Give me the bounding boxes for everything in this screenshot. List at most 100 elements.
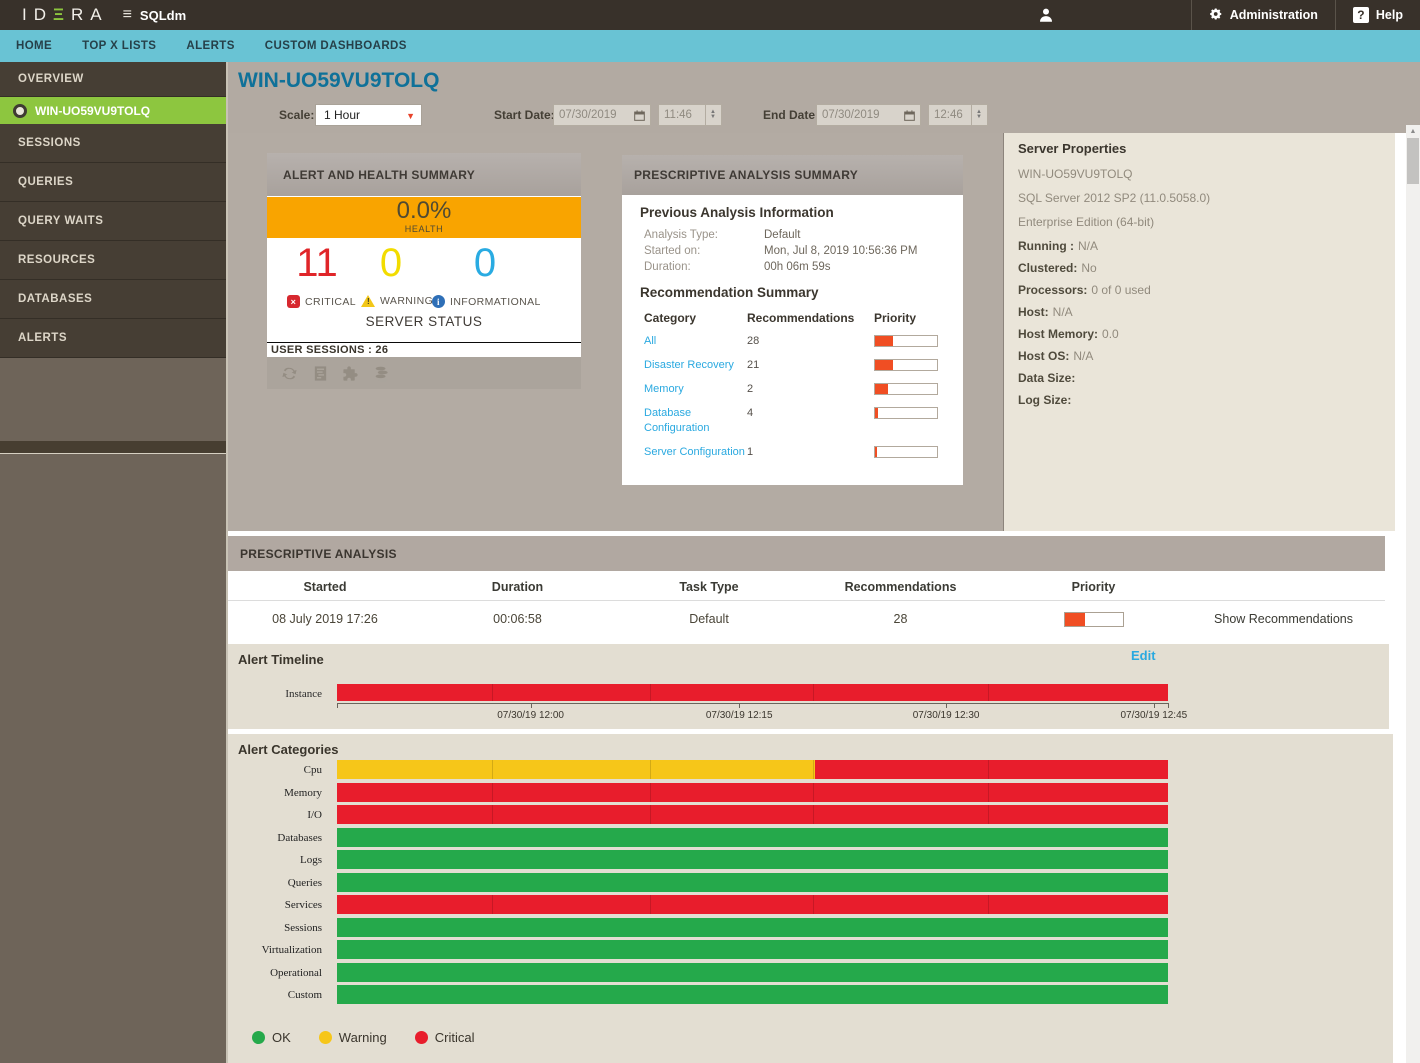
- hamburger-menu-icon[interactable]: ≡: [123, 0, 132, 30]
- scrollbar-thumb[interactable]: [1407, 138, 1419, 184]
- recommendation-row: Database Configuration4: [644, 406, 963, 436]
- databases-icon[interactable]: [372, 365, 392, 382]
- nav-item-alerts[interactable]: ALERTS: [186, 40, 234, 52]
- bar-divider: [650, 684, 651, 701]
- health-label: HEALTH: [267, 224, 581, 234]
- category-link-all[interactable]: All: [644, 334, 747, 349]
- puzzle-icon[interactable]: [342, 365, 359, 382]
- end-time-input[interactable]: 12:46 ▲▼: [928, 104, 988, 126]
- bar-divider: [988, 895, 989, 914]
- info-label: Duration:: [644, 259, 764, 275]
- bar-segment-critical: [815, 760, 1168, 779]
- cell-priority: [996, 612, 1191, 627]
- status-legend: OKWarningCritical: [252, 1030, 502, 1045]
- alert-timeline-section: Alert Timeline Edit Instance 07/30/19 12…: [228, 644, 1389, 729]
- server-property-line: Enterprise Edition (64-bit): [1018, 216, 1395, 228]
- sidebar-item-win-uo59vu9tolq-selected[interactable]: WIN-UO59VU9TOLQ: [0, 97, 226, 124]
- server-property: Log Size:: [1018, 394, 1395, 407]
- alert-panel-toolbar: [267, 357, 581, 389]
- server-property-line: SQL Server 2012 SP2 (11.0.5058.0): [1018, 192, 1395, 204]
- administration-button[interactable]: Administration: [1192, 0, 1335, 30]
- nav-item-home[interactable]: HOME: [16, 40, 52, 52]
- priority-bar: [874, 335, 938, 347]
- help-button[interactable]: ? Help: [1336, 0, 1420, 30]
- counter-warning: !WARNING: [361, 295, 433, 307]
- category-row-operational: Operational: [228, 963, 1393, 982]
- scale-select[interactable]: 1 Hour ▼: [315, 104, 422, 126]
- show-recommendations-link[interactable]: Show Recommendations: [1191, 612, 1385, 626]
- nav-item-custom-dashboards[interactable]: CUSTOM DASHBOARDS: [265, 40, 407, 52]
- category-link-memory[interactable]: Memory: [644, 382, 747, 397]
- property-value: 0.0: [1102, 327, 1119, 341]
- recommendation-row: Memory2: [644, 382, 963, 397]
- table-row: 08 July 2019 17:26 00:06:58 Default 28 S…: [228, 601, 1385, 637]
- nav-item-top-x-lists[interactable]: TOP X LISTS: [82, 40, 156, 52]
- vertical-scrollbar[interactable]: ▲: [1406, 125, 1420, 1063]
- alert-health-summary-panel: ALERT AND HEALTH SUMMARY 0.0% HEALTH SER…: [267, 153, 581, 388]
- user-icon[interactable]: [1037, 6, 1055, 24]
- server-properties-title: Server Properties: [1018, 141, 1395, 156]
- priority-bar: [874, 407, 938, 419]
- sidebar-item-databases[interactable]: DATABASES: [0, 280, 226, 319]
- bar-divider: [492, 684, 493, 701]
- category-link-database-configuration[interactable]: Database Configuration: [644, 406, 747, 436]
- bar-divider: [650, 783, 651, 802]
- sidebar-item-sessions[interactable]: SESSIONS: [0, 124, 226, 163]
- bar-segment-ok: [337, 918, 1168, 937]
- category-link-server-configuration[interactable]: Server Configuration: [644, 445, 747, 460]
- sidebar: OVERVIEWWIN-UO59VU9TOLQSESSIONSQUERIESQU…: [0, 62, 228, 1063]
- scrollbar-up-arrow[interactable]: ▲: [1406, 125, 1420, 137]
- calendar-icon[interactable]: [634, 110, 645, 121]
- category-link-disaster-recovery[interactable]: Disaster Recovery: [644, 358, 747, 373]
- cell-started: 08 July 2019 17:26: [228, 612, 422, 626]
- start-date-input[interactable]: 07/30/2019: [553, 104, 651, 126]
- recommendation-count: 1: [747, 445, 874, 458]
- health-banner: 0.0% HEALTH: [267, 197, 581, 238]
- calendar-icon[interactable]: [904, 110, 915, 121]
- info-label: Analysis Type:: [644, 227, 764, 243]
- critical-icon: ×: [287, 295, 300, 308]
- legend-label: Warning: [339, 1030, 387, 1045]
- sidebar-item-resources[interactable]: RESOURCES: [0, 241, 226, 280]
- time-spinner[interactable]: ▲▼: [705, 105, 716, 125]
- logo-e-bars: Ξ: [53, 5, 71, 25]
- cell-recommendations: 28: [805, 612, 996, 626]
- sidebar-item-queries[interactable]: QUERIES: [0, 163, 226, 202]
- time-spinner[interactable]: ▲▼: [971, 105, 982, 125]
- bar-divider: [988, 805, 989, 824]
- category-row-sessions: Sessions: [228, 918, 1393, 937]
- bar-segment-critical: [337, 783, 1168, 802]
- priority-fill: [875, 360, 893, 370]
- server-property: Data Size:: [1018, 372, 1395, 385]
- server-property: Processors:0 of 0 used: [1018, 284, 1395, 297]
- end-time-value: 12:46: [934, 109, 963, 121]
- category-row-label: Logs: [228, 854, 322, 866]
- sidebar-item-overview[interactable]: OVERVIEW: [0, 62, 226, 97]
- start-time-input[interactable]: 11:46 ▲▼: [658, 104, 722, 126]
- app-name: SQLdm: [140, 8, 186, 23]
- category-row-label: Sessions: [228, 922, 322, 934]
- category-row-label: I/O: [228, 809, 322, 821]
- column-recommendations: Recommendations: [747, 311, 874, 325]
- end-date-input[interactable]: 07/30/2019: [816, 104, 921, 126]
- logo-text: ID: [22, 5, 53, 25]
- sidebar-item-query-waits[interactable]: QUERY WAITS: [0, 202, 226, 241]
- bar-segment-ok: [337, 828, 1168, 847]
- bar-segment-ok: [337, 873, 1168, 892]
- sidebar-item-alerts[interactable]: ALERTS: [0, 319, 226, 358]
- timeline-tick: [1168, 703, 1169, 708]
- start-time-value: 11:46: [664, 109, 692, 121]
- column-recommendations: Recommendations: [805, 580, 996, 594]
- recommendation-count: 4: [747, 406, 874, 419]
- report-icon[interactable]: [312, 365, 329, 382]
- category-row-label: Operational: [228, 967, 322, 979]
- refresh-icon[interactable]: [280, 365, 299, 382]
- info-label: Started on:: [644, 243, 764, 259]
- legend-label: OK: [272, 1030, 291, 1045]
- edit-link[interactable]: Edit: [1131, 648, 1156, 663]
- priority-fill: [875, 408, 878, 418]
- bar-segment-critical: [337, 895, 1168, 914]
- prescriptive-analysis-summary-panel: PRESCRIPTIVE ANALYSIS SUMMARY Previous A…: [622, 155, 963, 485]
- category-row-memory: Memory: [228, 783, 1393, 802]
- recommendation-summary-heading: Recommendation Summary: [640, 285, 963, 300]
